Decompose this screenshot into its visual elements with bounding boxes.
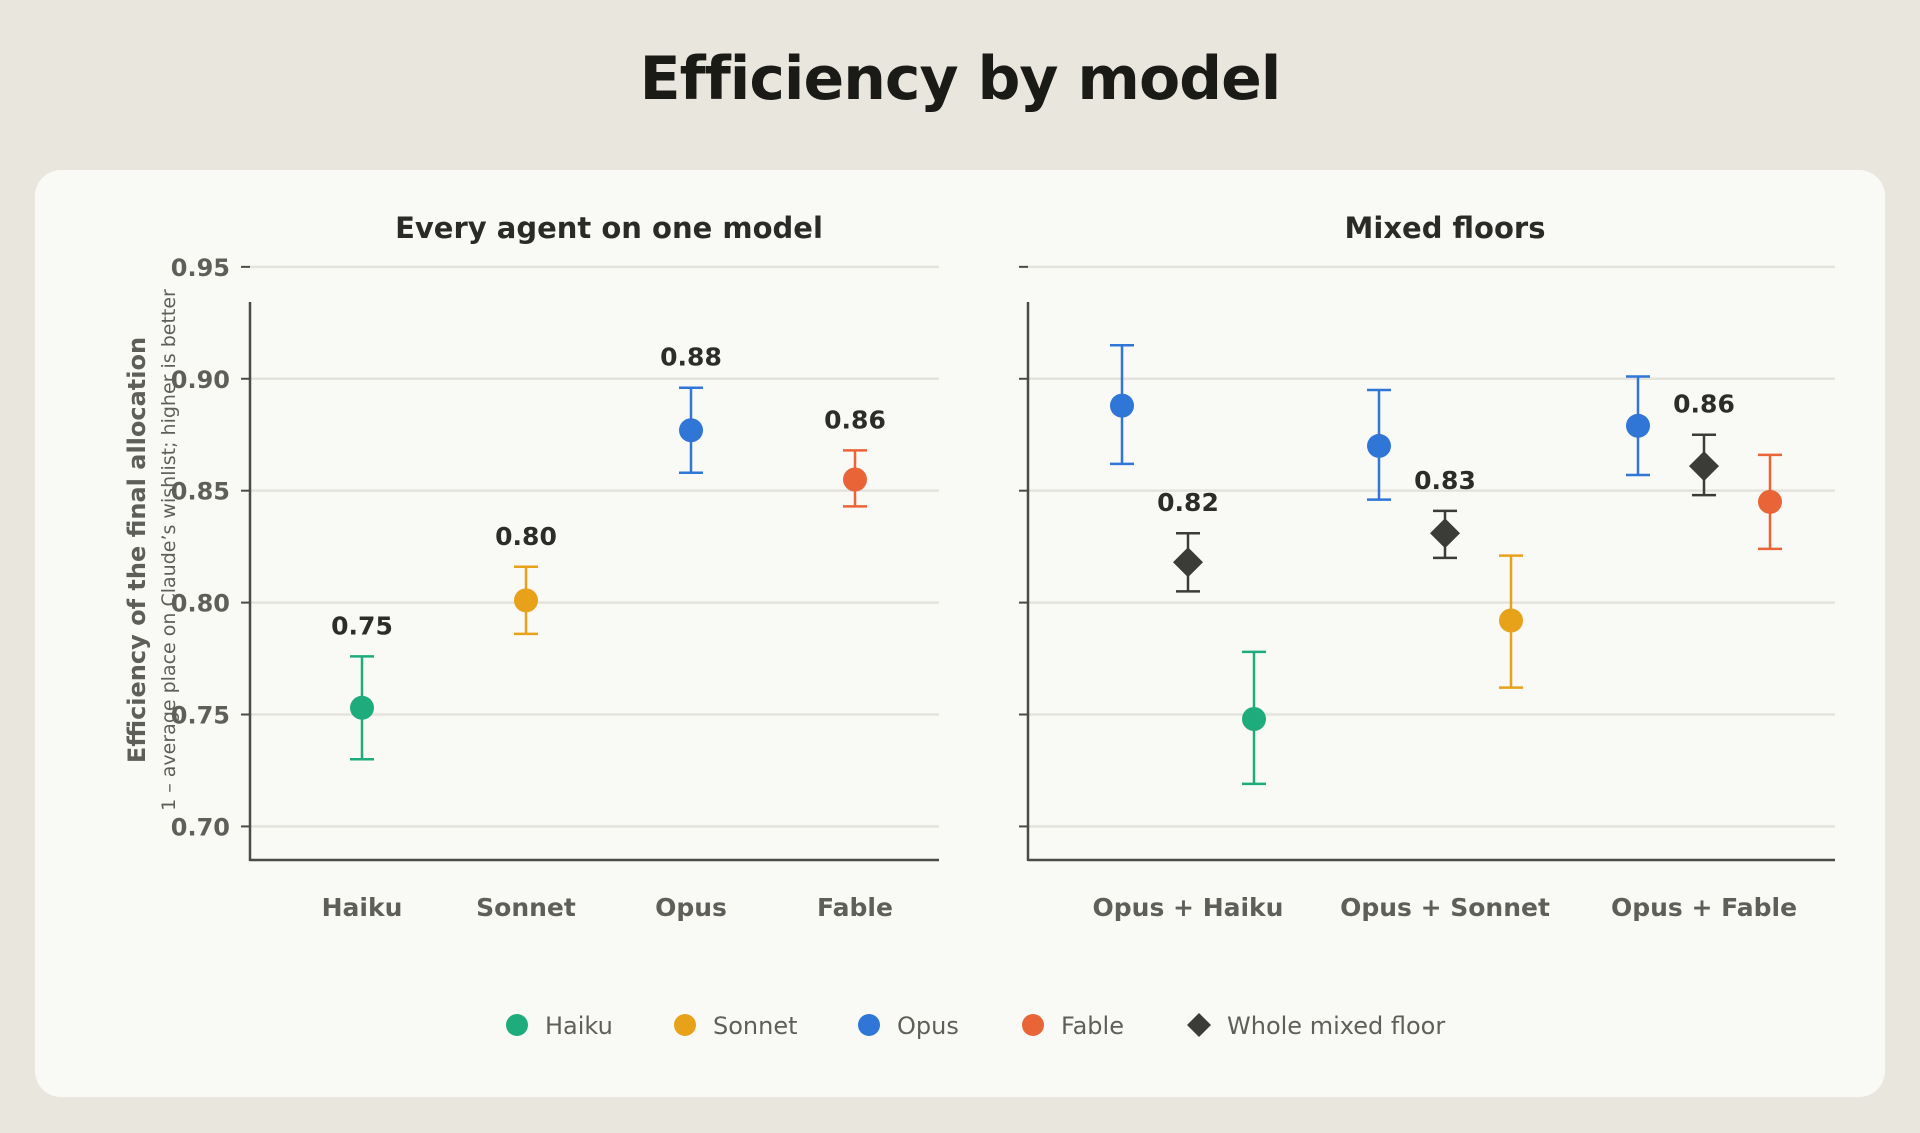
y-axis-sublabel: 1 – average place on Claude’s wishlist; … (158, 289, 180, 811)
circle-marker (1110, 393, 1134, 418)
point-opus-fable-opus (1626, 375, 1650, 477)
legend-label: Opus (897, 1012, 959, 1040)
data-label: 0.88 (660, 343, 722, 372)
circle-marker (679, 418, 703, 443)
legend-item-fable: Fable (1022, 1012, 1124, 1040)
y-tick-label: 0.75 (171, 702, 230, 730)
y-tick-label: 0.95 (171, 254, 230, 282)
y-tick-label: 0.90 (171, 366, 230, 394)
legend-swatch (858, 1014, 880, 1036)
data-label: 0.86 (824, 405, 886, 434)
legend-item-haiku: Haiku (506, 1012, 613, 1040)
chart-canvas: Every agent on one model 0.70 0.75 0.80 0.85… (123, 211, 1835, 1040)
page-title: Efficiency by model (639, 44, 1282, 114)
point-fable-fable: 0.86 (824, 405, 886, 508)
diamond-marker (1173, 547, 1203, 578)
point-opus-haiku-opus (1110, 343, 1134, 466)
y-axis-title: Efficiency of the final allocation 1 – av… (123, 289, 180, 811)
point-opus-opus: 0.88 (660, 343, 722, 475)
legend: Haiku Sonnet Opus Fable Whole mixed floor (506, 1012, 1445, 1040)
panel-mixed-floors: Mixed floors Opus + Haiku Opus + Sonnet Opu… (1019, 211, 1835, 922)
y-tick-label: 0.85 (171, 478, 230, 506)
legend-swatch (1022, 1014, 1044, 1036)
legend-swatch (506, 1014, 528, 1036)
circle-marker (843, 467, 867, 492)
x-tick-label: Opus + Sonnet (1340, 893, 1550, 922)
data-label: 0.82 (1157, 488, 1219, 517)
diamond-marker (1689, 451, 1719, 482)
legend-label: Fable (1061, 1012, 1124, 1040)
legend-label: Whole mixed floor (1227, 1012, 1445, 1040)
chart-card: Every agent on one model 0.70 0.75 0.80 0.85… (35, 170, 1885, 1097)
panel-title: Every agent on one model (395, 211, 823, 245)
data-label: 0.83 (1414, 466, 1476, 495)
point-opus-sonnet-whole-mixed-floor: 0.83 (1414, 466, 1476, 560)
point-opus-sonnet-sonnet (1499, 554, 1523, 689)
x-tick-label: Opus + Haiku (1093, 893, 1284, 922)
circle-marker (1626, 413, 1650, 438)
x-tick-label: Opus (655, 893, 727, 922)
legend-label: Haiku (545, 1012, 613, 1040)
circle-marker (1758, 489, 1782, 514)
data-label: 0.86 (1673, 390, 1735, 419)
data-label: 0.75 (331, 611, 393, 640)
circle-marker (514, 588, 538, 613)
data-label: 0.80 (495, 522, 557, 551)
y-tick-label: 0.80 (171, 590, 230, 618)
panel-title: Mixed floors (1345, 211, 1546, 245)
diamond-marker (1430, 518, 1460, 549)
x-tick-label: Sonnet (476, 893, 576, 922)
point-opus-sonnet-opus (1367, 388, 1391, 501)
point-opus-fable-fable (1758, 453, 1782, 551)
legend-item-whole-mixed-floor: Whole mixed floor (1187, 1012, 1445, 1040)
legend-item-opus: Opus (858, 1012, 959, 1040)
point-opus-haiku-whole-mixed-floor: 0.82 (1157, 488, 1219, 593)
legend-item-sonnet: Sonnet (674, 1012, 798, 1040)
point-opus-haiku-haiku (1242, 650, 1266, 786)
legend-swatch (674, 1014, 696, 1036)
circle-marker (350, 695, 374, 720)
point-haiku-haiku: 0.75 (331, 611, 393, 761)
circle-marker (1367, 433, 1391, 458)
x-tick-label: Fable (817, 893, 893, 922)
circle-marker (1242, 706, 1266, 731)
point-sonnet-sonnet: 0.80 (495, 522, 557, 636)
point-opus-fable-whole-mixed-floor: 0.86 (1673, 390, 1735, 497)
legend-diamond (1187, 1013, 1211, 1037)
x-tick-label: Opus + Fable (1611, 893, 1797, 922)
panel-every-agent-on-one-model: Every agent on one model 0.70 0.75 0.80 0.85… (123, 211, 939, 922)
y-tick-label: 0.70 (171, 813, 230, 841)
y-axis-label: Efficiency of the final allocation (123, 337, 151, 763)
circle-marker (1499, 608, 1523, 633)
x-tick-label: Haiku (322, 893, 403, 922)
legend-label: Sonnet (713, 1012, 798, 1040)
